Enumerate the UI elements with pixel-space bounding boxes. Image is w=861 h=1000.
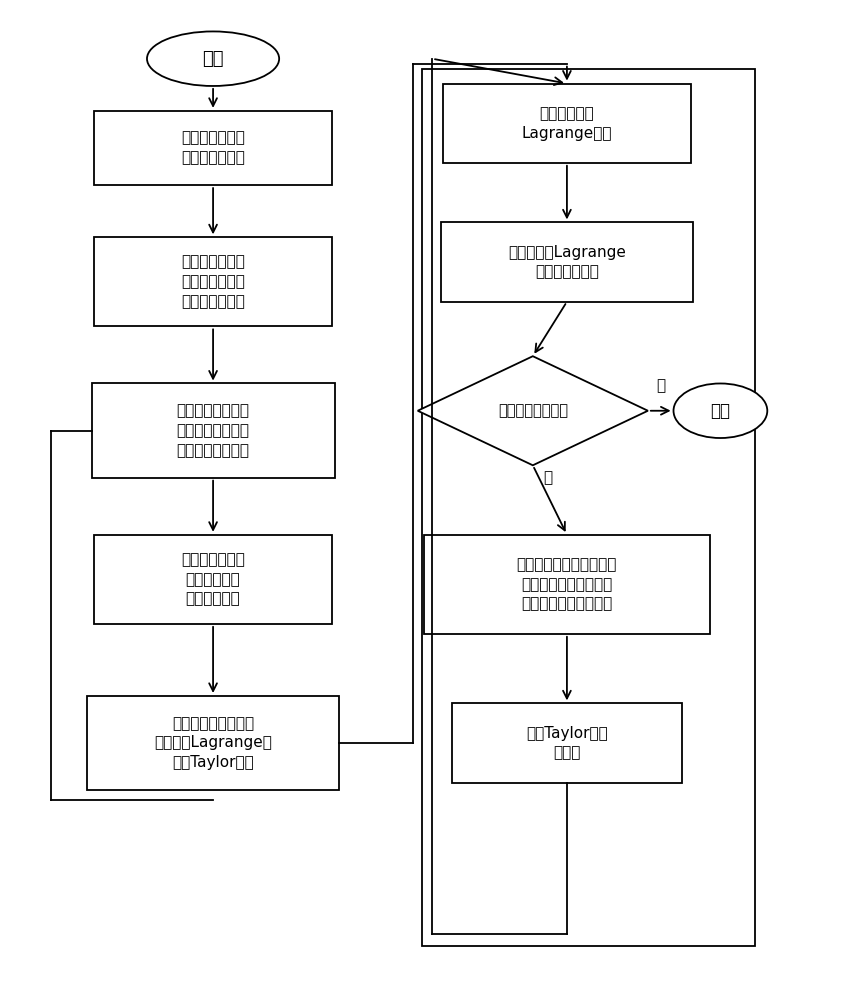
- Text: 结束: 结束: [710, 402, 730, 420]
- FancyBboxPatch shape: [441, 222, 693, 302]
- FancyBboxPatch shape: [94, 535, 332, 624]
- Text: 定义伸缩臂的局
部坐标系、插值
函数、插值矩阵: 定义伸缩臂的局 部坐标系、插值 函数、插值矩阵: [181, 255, 245, 309]
- FancyBboxPatch shape: [87, 696, 339, 790]
- Ellipse shape: [147, 31, 279, 86]
- FancyBboxPatch shape: [424, 535, 709, 634]
- FancyBboxPatch shape: [91, 383, 335, 478]
- Ellipse shape: [673, 383, 767, 438]
- FancyBboxPatch shape: [422, 69, 754, 946]
- Text: 否: 否: [543, 470, 552, 485]
- Text: 将从坐标迭代展开为
主坐标与Lagrange乘
子的Taylor级数: 将从坐标迭代展开为 主坐标与Lagrange乘 子的Taylor级数: [154, 716, 272, 770]
- FancyBboxPatch shape: [94, 237, 332, 326]
- Text: 由主坐标与Lagrange
乘子求取从坐标: 由主坐标与Lagrange 乘子求取从坐标: [508, 245, 626, 279]
- Text: 将得到的主坐标与从坐标
代入系统方程的迭代形
式，得到新的广义坐标: 将得到的主坐标与从坐标 代入系统方程的迭代形 式，得到新的广义坐标: [517, 557, 617, 612]
- Text: 结果满足精度要求: 结果满足精度要求: [498, 403, 567, 418]
- Text: 更新Taylor级数
展开点: 更新Taylor级数 展开点: [526, 726, 608, 760]
- Text: 是: 是: [656, 378, 666, 393]
- FancyBboxPatch shape: [443, 84, 691, 163]
- Text: 定义伸缩臂的形
状参数、节点数: 定义伸缩臂的形 状参数、节点数: [181, 131, 245, 165]
- Text: 求解主坐标与
Lagrange乘子: 求解主坐标与 Lagrange乘子: [522, 106, 612, 141]
- Text: 分裂各节臂的广
义坐标、广义
力、刚度矩阵: 分裂各节臂的广 义坐标、广义 力、刚度矩阵: [181, 552, 245, 607]
- Text: 更新伸缩臂的欧拉
角、刚度矩阵、广
义力及静平衡方程: 更新伸缩臂的欧拉 角、刚度矩阵、广 义力及静平衡方程: [177, 403, 250, 458]
- Polygon shape: [418, 356, 648, 465]
- FancyBboxPatch shape: [452, 703, 682, 783]
- FancyBboxPatch shape: [94, 111, 332, 185]
- Text: 开始: 开始: [202, 50, 224, 68]
